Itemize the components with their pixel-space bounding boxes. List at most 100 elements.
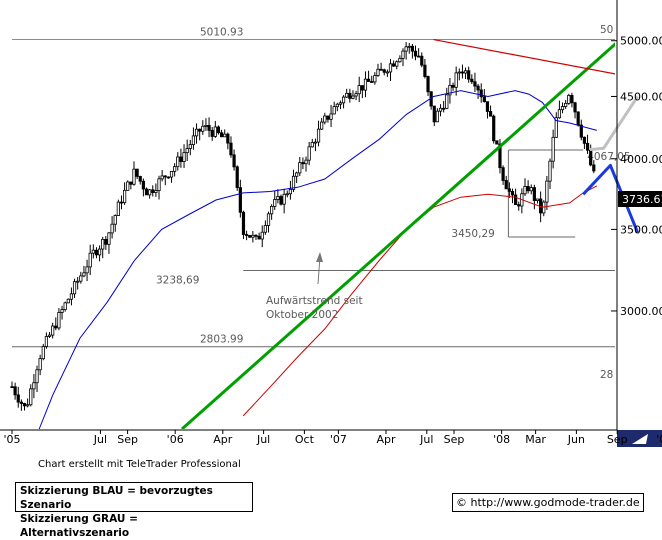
candle-body	[385, 71, 389, 74]
candle-body	[235, 166, 239, 189]
candle-body	[463, 70, 468, 74]
candle-body	[251, 234, 255, 238]
candle-body	[460, 71, 465, 74]
x-tick-label: Jul	[93, 433, 107, 446]
copyright-icon: ©	[456, 496, 467, 509]
candle-body	[232, 154, 236, 168]
candle-body	[226, 133, 230, 144]
trendlines	[181, 38, 615, 429]
candle-body	[323, 115, 327, 123]
candle-body	[445, 94, 449, 109]
candle-body	[417, 55, 421, 58]
source-url[interactable]: http://www.godmode-trader.de	[470, 496, 640, 509]
candle-body	[173, 166, 177, 172]
range-low-label: 3450,29	[451, 228, 494, 240]
candle-body	[423, 64, 427, 77]
candle-body	[157, 178, 161, 191]
candle-body	[585, 142, 590, 151]
candle-body	[238, 187, 242, 213]
candle-body	[332, 106, 336, 115]
source-url-box[interactable]: © http://www.godmode-trader.de	[452, 493, 644, 512]
candle-body	[485, 101, 490, 112]
candle-body	[132, 168, 136, 185]
candle-body	[589, 149, 593, 166]
moving-average-line	[38, 90, 597, 430]
candle-body	[119, 201, 124, 204]
level-label-support: 3238,69	[156, 274, 199, 286]
x-tick-label: '05	[3, 433, 20, 446]
candle-body	[482, 96, 486, 103]
candle-body	[567, 95, 571, 104]
candle-body	[219, 132, 224, 138]
candle-body	[179, 156, 183, 162]
scroll-corner-icon[interactable]	[617, 430, 662, 447]
candle-body	[351, 95, 355, 99]
trend-annotation-line2: Oktober 2002	[266, 309, 338, 321]
candle-body	[341, 96, 346, 104]
y-tick-label: 4500.00	[620, 90, 662, 103]
candle-body	[329, 113, 333, 120]
candle-body	[363, 78, 368, 91]
legend-line-blue: Skizzierung BLAU = bevorzugtes Szenario	[20, 485, 213, 511]
candle-body	[276, 196, 280, 200]
x-tick-label: '08	[493, 433, 510, 446]
candle-body	[248, 234, 252, 238]
candle-body	[113, 215, 117, 225]
candle-body	[207, 125, 211, 131]
candle-body	[241, 211, 246, 235]
candle-body	[388, 63, 393, 73]
candle-body	[10, 386, 14, 389]
candle-body	[467, 70, 471, 80]
candle-body	[69, 293, 74, 300]
candle-body	[532, 187, 536, 201]
candle-body	[335, 103, 339, 108]
candle-body	[410, 45, 414, 52]
downtrend-line	[433, 38, 615, 75]
candle-body	[420, 55, 424, 66]
candle-body	[44, 336, 49, 347]
candle-body	[141, 180, 145, 190]
candle-body	[548, 160, 552, 182]
candle-body	[554, 117, 558, 138]
candle-body	[313, 141, 318, 144]
candle-body	[345, 92, 349, 98]
candle-body	[104, 238, 108, 245]
candle-body	[307, 146, 311, 161]
level-label-low: 2803.99	[200, 334, 243, 346]
candle-body	[357, 85, 361, 95]
candle-body	[498, 143, 502, 169]
candle-body	[573, 102, 577, 113]
candle-body	[26, 404, 30, 407]
last-price-label: 3736.61	[622, 193, 662, 206]
candle-body	[451, 84, 455, 88]
candle-body	[304, 159, 308, 165]
candle-body	[395, 61, 399, 67]
candle-body	[379, 68, 383, 71]
x-tick-label: Oct	[295, 433, 315, 446]
chart-credit: Chart erstellt mit TeleTrader Profession…	[38, 459, 241, 470]
candle-body	[523, 186, 527, 195]
uptrend-line	[181, 42, 615, 429]
candle-body	[210, 130, 214, 137]
candle-body	[301, 162, 305, 165]
candle-body	[382, 69, 386, 73]
x-tick-label: '06	[167, 433, 184, 446]
candle-body	[413, 50, 418, 57]
candle-body	[244, 234, 249, 236]
candle-body	[151, 189, 155, 194]
candle-body	[517, 204, 521, 207]
candle-body	[66, 298, 70, 304]
candle-body	[91, 249, 95, 254]
candle-body	[392, 63, 396, 67]
y-tick-label: 4000.00	[620, 153, 662, 166]
x-tick-label: Sep	[117, 433, 138, 446]
candle-body	[582, 136, 587, 144]
x-tick-label: Apr	[213, 433, 233, 446]
candle-body	[442, 107, 446, 110]
candle-body	[54, 325, 58, 329]
candle-body	[60, 309, 64, 313]
candle-body	[51, 325, 55, 336]
candle-body	[366, 78, 371, 82]
candle-body	[191, 135, 196, 145]
candle-body	[38, 358, 42, 371]
